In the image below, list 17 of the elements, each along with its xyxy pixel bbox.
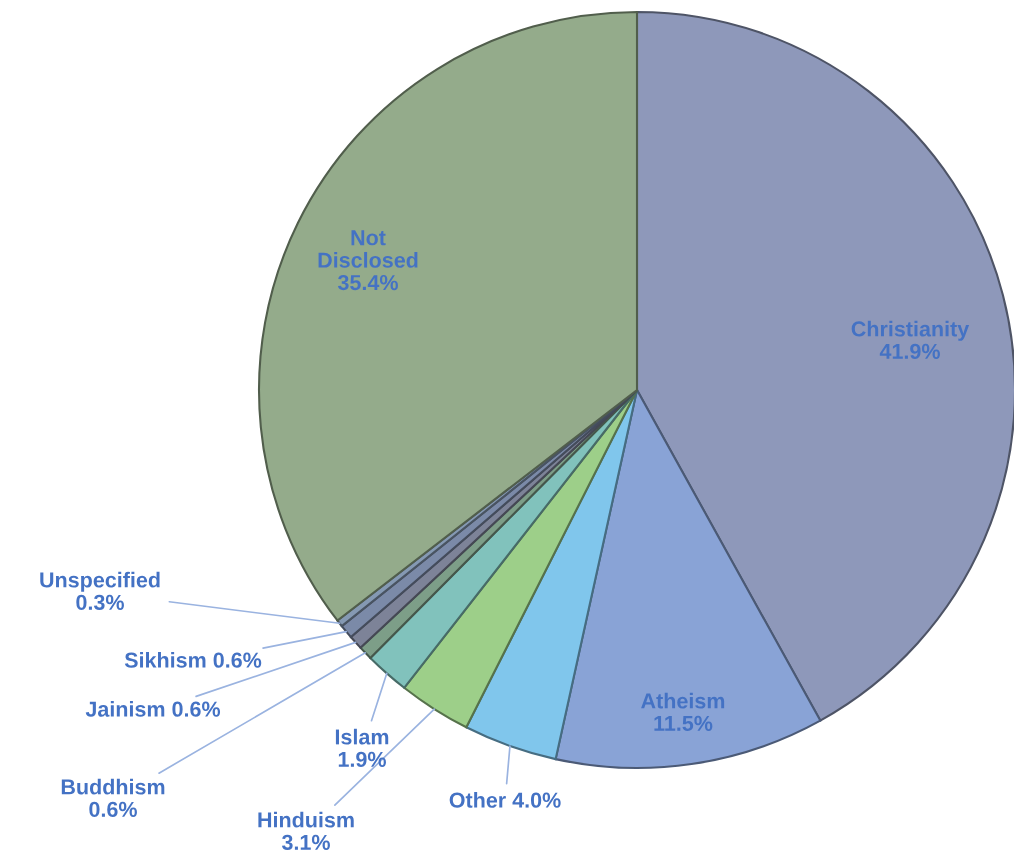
slice-label: Sikhism 0.6% xyxy=(124,651,262,668)
slice-label: Jainism 0.6% xyxy=(85,700,221,717)
slice-label: Buddhism xyxy=(61,778,165,795)
slice-label: Christianity xyxy=(851,320,970,341)
data-label: 0.3% xyxy=(76,594,124,611)
data-label: 1.9% xyxy=(338,751,386,767)
data-label: 11.5% xyxy=(654,715,713,731)
slice-label: Atheism xyxy=(641,692,725,709)
data-label: 41.9% xyxy=(879,343,940,359)
data-label: 0.6% xyxy=(89,801,137,817)
data-label: 35.4% xyxy=(337,274,398,291)
slice-label: Other 4.0% xyxy=(449,791,561,808)
data-label: 3.1% xyxy=(281,834,330,851)
slice-label: Hinduism xyxy=(258,811,354,828)
slice-label: Not Disclosed xyxy=(318,230,418,268)
slice-label: Islam xyxy=(335,728,389,745)
slice-label: Unspecified xyxy=(40,571,160,592)
